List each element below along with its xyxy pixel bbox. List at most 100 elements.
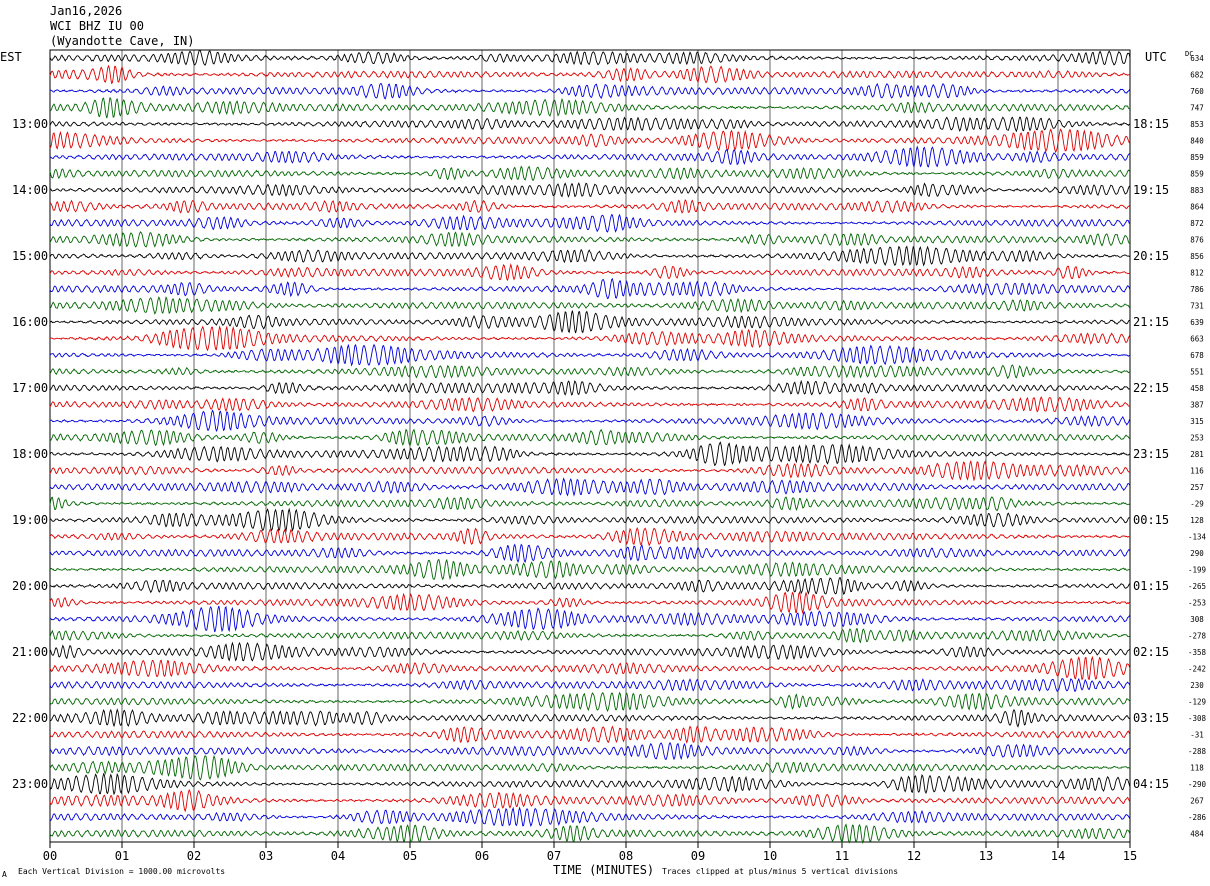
seismic-trace <box>49 577 1131 595</box>
seismic-trace <box>49 641 1131 662</box>
dc-offset-label: -288 <box>1188 747 1207 756</box>
dc-offset-label: 663 <box>1190 335 1204 344</box>
x-tick-label: 00 <box>43 849 57 863</box>
dc-offset-label: 872 <box>1190 219 1204 228</box>
x-tick-label: 06 <box>475 849 489 863</box>
dc-offset-label: -134 <box>1188 533 1207 542</box>
seismic-trace <box>49 409 1131 432</box>
seismic-trace <box>49 754 1131 781</box>
utc-hour-label: 00:15 <box>1133 513 1169 527</box>
dc-offset-label: 267 <box>1190 797 1204 806</box>
seismic-trace <box>49 199 1131 214</box>
seismic-trace <box>49 590 1131 615</box>
dc-offset-label: -278 <box>1188 632 1207 641</box>
dc-offset-label: 290 <box>1190 549 1204 558</box>
dc-offset-label: 639 <box>1190 318 1204 327</box>
seismic-trace <box>49 725 1131 744</box>
seismic-trace <box>49 628 1131 644</box>
seismic-trace <box>49 82 1131 100</box>
est-hour-label: 18:00 <box>12 447 48 461</box>
seismic-trace <box>49 277 1131 300</box>
seismic-trace <box>49 245 1131 267</box>
seismic-trace <box>49 49 1131 66</box>
seismic-trace <box>49 165 1131 181</box>
seismic-trace <box>49 605 1131 633</box>
x-tick-label: 12 <box>907 849 921 863</box>
x-tick-label: 09 <box>691 849 705 863</box>
seismic-trace <box>49 128 1131 154</box>
corner-mark: A <box>2 870 7 879</box>
seismic-trace <box>49 379 1131 396</box>
x-tick-label: 01 <box>115 849 129 863</box>
x-tick-label: 02 <box>187 849 201 863</box>
est-hour-label: 23:00 <box>12 777 48 791</box>
plot-date: Jan16,2026 <box>50 4 123 18</box>
seismic-trace <box>49 496 1131 512</box>
dc-offset-label: 864 <box>1190 203 1204 212</box>
dc-offset-label: -31 <box>1190 731 1204 740</box>
dc-offset-label: 551 <box>1190 368 1204 377</box>
utc-hour-label: 19:15 <box>1133 183 1169 197</box>
x-tick-label: 10 <box>763 849 777 863</box>
dc-offset-label: 253 <box>1190 434 1204 443</box>
seismic-trace <box>49 231 1131 248</box>
dc-offset-label: 859 <box>1190 170 1204 179</box>
x-tick-label: 05 <box>403 849 417 863</box>
seismic-trace <box>49 343 1130 367</box>
clip-note: Traces clipped at plus/minus 5 vertical … <box>662 867 899 876</box>
est-hour-label: 16:00 <box>12 315 48 329</box>
est-hour-label: 22:00 <box>12 711 48 725</box>
est-hour-label: 19:00 <box>12 513 48 527</box>
utc-hour-label: 04:15 <box>1133 777 1169 791</box>
seismic-trace <box>49 96 1131 119</box>
seismic-trace <box>49 441 1131 467</box>
seismic-trace <box>49 396 1131 413</box>
utc-hour-label: 02:15 <box>1133 645 1169 659</box>
seismic-trace <box>49 262 1131 282</box>
utc-hour-label: 22:15 <box>1133 381 1169 395</box>
seismic-trace <box>49 507 1130 533</box>
dc-offset-label: 760 <box>1190 87 1204 96</box>
dc-offset-label: 118 <box>1190 764 1204 773</box>
left-timezone-label: EST <box>0 50 22 64</box>
est-hour-label: 14:00 <box>12 183 48 197</box>
seismic-trace <box>49 558 1131 581</box>
x-tick-label: 08 <box>619 849 633 863</box>
utc-hour-label: 21:15 <box>1133 315 1169 329</box>
seismic-trace <box>49 145 1131 168</box>
dc-offset-label: 747 <box>1190 104 1204 113</box>
seismic-trace <box>49 213 1131 233</box>
dc-offset-label: 308 <box>1190 615 1204 624</box>
dc-offset-label: 281 <box>1190 450 1204 459</box>
utc-hour-label: 18:15 <box>1133 117 1169 131</box>
dc-offset-label: -286 <box>1188 813 1207 822</box>
dc-offset-label: -358 <box>1188 648 1207 657</box>
x-tick-label: 13 <box>979 849 993 863</box>
utc-hour-label: 01:15 <box>1133 579 1169 593</box>
seismic-trace <box>49 741 1131 761</box>
dc-offset-label: -308 <box>1188 714 1207 723</box>
dc-offset-label: 682 <box>1190 71 1204 80</box>
x-tick-label: 11 <box>835 849 849 863</box>
utc-hour-label: 03:15 <box>1133 711 1169 725</box>
x-tick-label: 04 <box>331 849 345 863</box>
seismic-trace <box>49 477 1131 497</box>
dc-offset-header: DC <box>1185 50 1194 58</box>
dc-offset-label: 128 <box>1190 516 1204 525</box>
dc-offset-label: -242 <box>1188 665 1206 674</box>
dc-offset-label: 812 <box>1190 269 1204 278</box>
dc-offset-label: -265 <box>1188 582 1206 591</box>
seismic-trace <box>49 182 1131 198</box>
dc-offset-label: 230 <box>1190 681 1204 690</box>
x-tick-label: 07 <box>547 849 561 863</box>
utc-hour-label: 23:15 <box>1133 447 1169 461</box>
dc-offset-label: 484 <box>1190 830 1204 839</box>
seismic-trace <box>49 823 1131 844</box>
seismic-trace <box>49 64 1131 85</box>
seismic-trace <box>49 772 1131 796</box>
dc-offset-label: 786 <box>1190 285 1204 294</box>
station-code: WCI BHZ IU 00 <box>50 19 144 33</box>
dc-offset-label: -129 <box>1188 698 1206 707</box>
est-hour-label: 17:00 <box>12 381 48 395</box>
